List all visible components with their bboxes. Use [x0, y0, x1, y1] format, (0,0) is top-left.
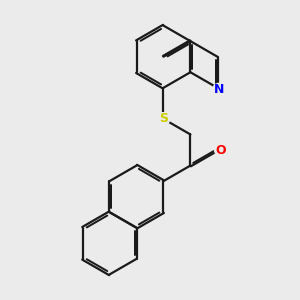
Text: N: N: [214, 83, 224, 96]
Circle shape: [157, 113, 170, 125]
Text: O: O: [215, 143, 226, 157]
Text: S: S: [159, 112, 168, 125]
Circle shape: [213, 83, 225, 96]
Circle shape: [214, 144, 227, 156]
